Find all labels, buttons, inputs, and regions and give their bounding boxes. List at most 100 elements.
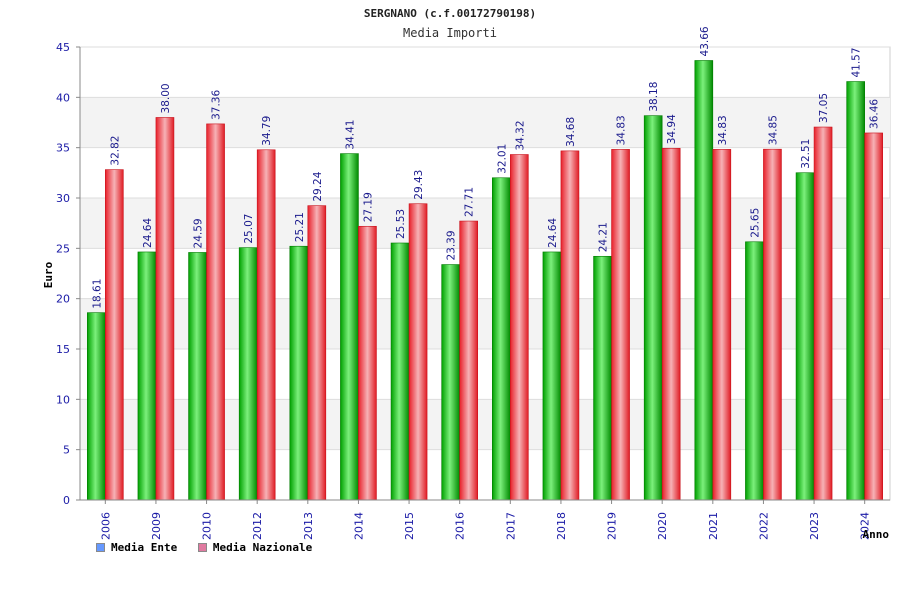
x-tick-label: 2023 [808,512,821,540]
x-axis: 2006 2009 2010 2012 2013 2014 2015 2016 2017 2018… [80,499,890,540]
bar-media-ente [492,177,511,501]
bar-media-nazionale [813,126,833,501]
bar-data-label: 36.46 [869,99,881,129]
bar-data-label: 34.83 [717,115,729,145]
bar-data-label: 29.24 [312,171,324,201]
x-tick-label: 2017 [504,512,517,540]
bar-data-label: 18.61 [91,279,103,309]
bar-data-label: 27.19 [362,192,374,222]
bar-media-ente [87,312,106,501]
x-axis-label: Anno [863,528,890,541]
chart-title: SERGNANO (c.f.00172790198) [364,7,536,20]
bar-media-nazionale [510,154,529,501]
legend-label-media-ente: Media Ente [111,541,178,554]
bar-media-nazionale [105,169,124,501]
x-tick-label: 2014 [352,512,365,540]
legend-swatch-media-ente [96,542,105,552]
bar-data-label: 32.82 [109,136,121,166]
bar-media-nazionale [155,117,175,501]
bar-data-label: 23.39 [446,230,458,260]
y-tick-label: 20 [56,293,70,306]
bar-media-nazionale [712,149,732,501]
bar-labels: 18.61 32.82 24.64 38.00 24.59 37.36 25.07 34.79… [91,26,880,309]
bar-data-label: 37.05 [818,93,830,123]
bar-data-label: 38.00 [160,83,172,113]
y-tick-label: 25 [56,242,70,255]
bar-media-nazionale [358,225,377,501]
bar-media-ente [188,252,207,501]
bar-data-label: 34.41 [344,120,356,150]
bar-media-nazionale [661,147,681,501]
bar-data-label: 38.18 [648,82,660,112]
bar-media-nazionale [256,149,276,501]
y-tick-label: 35 [56,142,70,155]
bar-media-ente [643,115,663,501]
bar-media-ente [289,245,309,501]
bar-media-ente [694,60,714,501]
bar-media-ente [745,241,764,501]
y-tick-label: 10 [56,393,70,406]
bar-data-label: 43.66 [699,26,711,56]
bar-data-label: 32.01 [496,144,508,174]
bar-media-nazionale [206,123,225,501]
x-tick-label: 2020 [656,512,669,540]
bar-data-label: 25.53 [395,209,407,239]
bar-data-label: 34.79 [261,116,273,146]
y-axis: 0 5 10 15 20 25 30 35 40 45 [56,41,81,507]
y-tick-label: 5 [63,444,70,457]
bar-data-label: 27.71 [464,187,476,217]
bar-data-label: 25.07 [243,214,255,244]
legend-swatch-media-nazionale [197,542,207,552]
bars [87,60,883,501]
bar-data-label: 24.64 [547,218,559,248]
bar-media-nazionale [763,148,782,501]
bar-data-label: 25.65 [749,208,761,238]
y-tick-label: 40 [56,91,70,104]
chart-subtitle: Media Importi [403,26,497,40]
bar-media-nazionale [459,220,478,501]
bar-data-label: 32.51 [800,139,812,169]
bar-media-ente [137,251,157,501]
legend-item-media-ente: Media Ente [96,541,177,554]
x-tick-label: 2009 [150,512,163,540]
x-tick-label: 2024 [859,512,872,540]
bar-data-label: 29.43 [413,170,425,200]
bar-media-ente [846,81,865,501]
bar-media-nazionale [307,205,327,501]
bar-media-ente [542,251,562,501]
x-tick-label: 2019 [606,512,619,540]
bar-data-label: 34.94 [666,114,678,144]
bar-data-label: 34.85 [767,115,779,145]
x-tick-label: 2006 [99,512,112,540]
bar-media-nazionale [611,149,630,501]
bar-data-label: 25.21 [294,212,306,242]
x-tick-label: 2022 [757,512,770,540]
y-tick-label: 45 [56,41,70,54]
bar-media-ente [340,153,359,501]
legend-label-media-nazionale: Media Nazionale [212,541,313,554]
legend-item-media-nazionale: Media Nazionale [197,541,313,554]
bar-data-label: 34.68 [565,117,577,147]
y-tick-label: 0 [63,494,70,507]
x-tick-label: 2010 [201,512,214,540]
bar-data-label: 24.64 [142,218,154,248]
x-tick-label: 2018 [555,512,568,540]
y-tick-label: 30 [56,192,70,205]
x-tick-label: 2021 [707,512,720,540]
bar-data-label: 24.59 [193,218,205,248]
x-tick-label: 2012 [251,512,264,540]
x-tick-label: 2013 [302,512,315,540]
bar-media-ente [593,255,612,501]
bar-media-ente [795,172,815,501]
bar-media-ente [390,242,410,501]
bar-data-label: 24.21 [598,222,610,252]
legend: Media Ente Media Nazionale [96,541,326,554]
y-axis-label: Euro [42,261,55,288]
y-tick-label: 15 [56,343,70,356]
bar-data-label: 34.83 [616,115,628,145]
bar-media-ente [238,247,258,501]
bar-media-nazionale [560,150,580,501]
bar-data-label: 34.32 [514,120,526,150]
x-tick-label: 2015 [403,512,416,540]
